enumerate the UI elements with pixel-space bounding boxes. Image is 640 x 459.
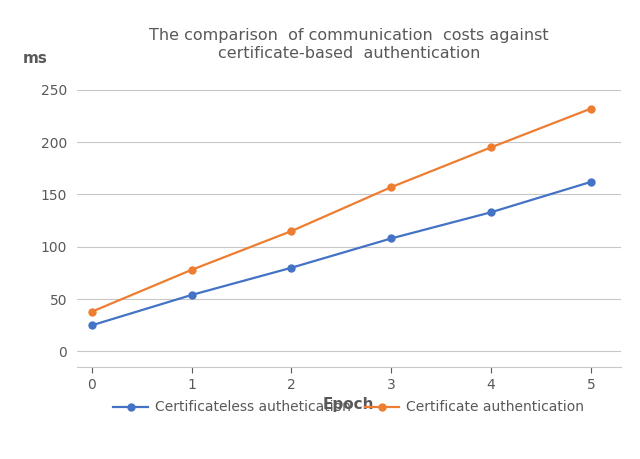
Certificateless authetication <box>587 179 595 185</box>
Certificateless authetication <box>287 265 295 270</box>
Certificateless authetication <box>387 235 395 241</box>
Certificateless authetication <box>188 292 195 298</box>
Certificateless authetication <box>487 209 495 215</box>
Line: Certificate authentication: Certificate authentication <box>88 105 595 315</box>
Certificate authentication <box>188 267 195 273</box>
X-axis label: Epoch: Epoch <box>323 397 374 412</box>
Title: The comparison  of communication  costs against
certificate-based  authenticatio: The comparison of communication costs ag… <box>149 28 548 61</box>
Certificate authentication <box>587 106 595 112</box>
Certificate authentication <box>287 229 295 234</box>
Certificate authentication <box>387 185 395 190</box>
Certificateless authetication <box>88 323 95 328</box>
Legend: Certificateless authetication, Certificate authentication: Certificateless authetication, Certifica… <box>108 395 590 420</box>
Certificate authentication <box>487 145 495 150</box>
Line: Certificateless authetication: Certificateless authetication <box>88 179 595 329</box>
Text: ms: ms <box>22 51 47 66</box>
Certificate authentication <box>88 309 95 314</box>
